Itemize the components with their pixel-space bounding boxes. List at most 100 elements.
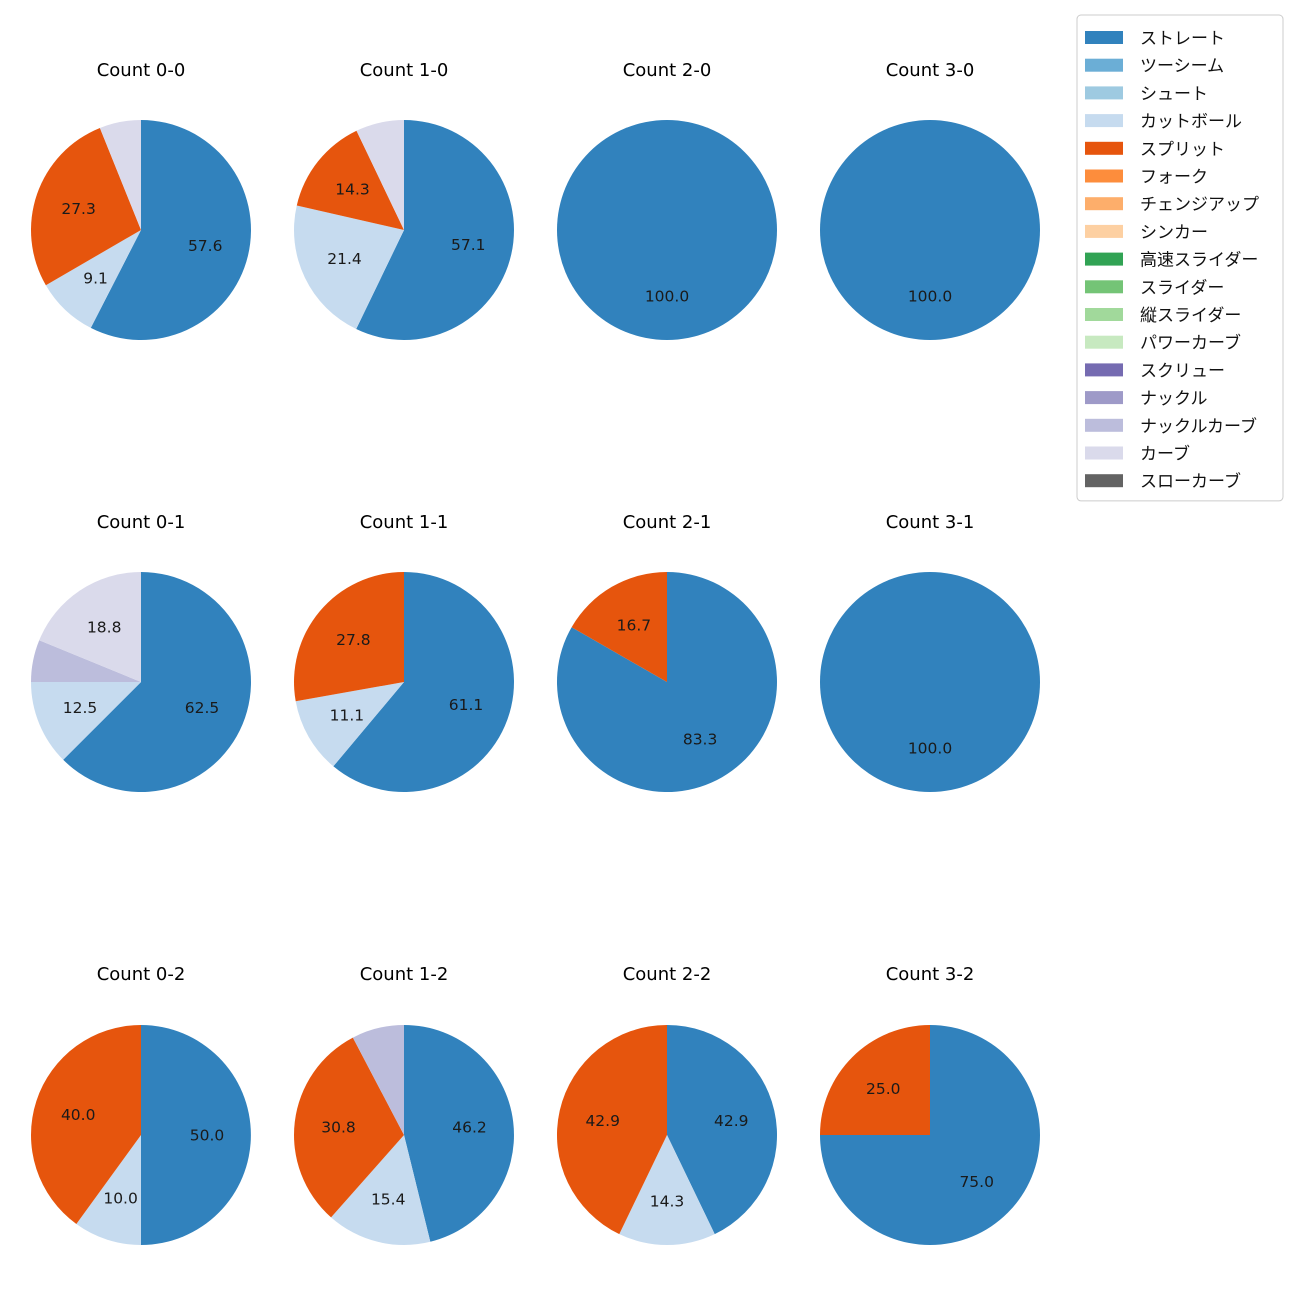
legend-swatch xyxy=(1085,169,1123,183)
pie-slice xyxy=(404,1025,514,1242)
pie-chart: Count 0-0 57.6 9.1 27.3 xyxy=(30,60,251,341)
slice-label: 100.0 xyxy=(645,288,689,306)
pie-chart: Count 3-0 100.0 xyxy=(820,60,1040,340)
pie-slice xyxy=(45,230,141,328)
pie-slice xyxy=(331,1135,431,1245)
legend-label: ストレート xyxy=(1140,29,1225,49)
slice-label: 62.5 xyxy=(185,699,220,717)
legend-label: カットボール xyxy=(1140,112,1242,132)
slice-label: 40.0 xyxy=(61,1106,96,1124)
pie-slice xyxy=(619,1135,715,1246)
pie-slice xyxy=(294,572,404,702)
slice-label: 57.1 xyxy=(451,236,486,254)
legend-swatch xyxy=(1085,308,1123,321)
legend-label: 高速スライダー xyxy=(1140,251,1258,271)
pie-slice xyxy=(352,1025,404,1135)
slice-label: 50.0 xyxy=(190,1127,225,1145)
pie-chart: Count 1-2 46.2 15.4 30.8 xyxy=(293,964,514,1245)
pie-slice xyxy=(556,572,777,792)
pie-slice xyxy=(63,572,252,792)
slice-label: 61.1 xyxy=(449,696,484,714)
legend-label: シュート xyxy=(1140,84,1208,104)
pie-title: Count 3-0 xyxy=(886,60,975,81)
slice-label: 100.0 xyxy=(908,288,952,306)
legend-label: シンカー xyxy=(1140,223,1208,243)
slice-label: 27.3 xyxy=(61,200,96,218)
slice-label: 25.0 xyxy=(866,1080,901,1098)
slice-label: 16.7 xyxy=(617,616,652,634)
pie-slice xyxy=(294,205,404,330)
legend-label: ナックルカーブ xyxy=(1140,416,1257,437)
slice-label: 27.8 xyxy=(336,631,371,649)
pie-title: Count 0-1 xyxy=(97,512,186,533)
pie-slice xyxy=(556,1025,667,1235)
pie-title: Count 2-1 xyxy=(623,512,712,533)
pie-slice xyxy=(141,1025,251,1245)
slice-label: 11.1 xyxy=(330,707,365,725)
pie-slice xyxy=(820,1025,930,1135)
legend-swatch xyxy=(1085,418,1123,432)
pie-chart: Count 3-2 75.0 25.0 xyxy=(820,964,1040,1245)
slice-label: 30.8 xyxy=(321,1119,356,1137)
pie-title: Count 1-0 xyxy=(360,60,449,81)
pie-slice xyxy=(356,120,404,230)
pie-slice xyxy=(90,120,251,341)
pie-slice xyxy=(293,1037,404,1218)
slice-label: 14.3 xyxy=(335,180,370,198)
legend-label: スローカーブ xyxy=(1140,471,1241,492)
legend-label: チェンジアップ xyxy=(1140,195,1259,215)
pie-slice xyxy=(30,127,142,286)
slice-label: 100.0 xyxy=(908,740,952,758)
legend: ストレートツーシームシュートカットボールスプリットフォークチェンジアップシンカー… xyxy=(1076,14,1284,502)
slice-label: 21.4 xyxy=(327,250,362,268)
pie-title: Count 3-1 xyxy=(886,512,975,533)
pie-slice xyxy=(99,120,141,230)
legend-swatch xyxy=(1085,31,1123,44)
pie-slice xyxy=(296,130,404,230)
legend-label: ナックル xyxy=(1140,389,1208,409)
pie-slice xyxy=(820,120,1040,340)
legend-swatch xyxy=(1085,280,1123,294)
pie-chart: Count 2-0 100.0 xyxy=(557,60,777,340)
pie-chart: Count 0-2 50.0 10.0 40.0 xyxy=(30,964,251,1245)
pie-slice xyxy=(820,572,1040,792)
legend-swatch xyxy=(1085,446,1123,460)
pie-chart: Count 3-1 100.0 xyxy=(820,512,1040,792)
slice-label: 42.9 xyxy=(585,1112,620,1130)
slice-label: 12.5 xyxy=(63,699,98,717)
pie-title: Count 1-2 xyxy=(360,964,449,985)
pie-chart: Count 2-2 42.9 14.3 42.9 xyxy=(556,964,778,1246)
pie-title: Count 2-2 xyxy=(623,964,712,985)
pie-slice xyxy=(30,1025,141,1224)
pies-layer: Count 0-0 57.6 9.1 27.3 Count 1-0 57.1 21.4 14.… xyxy=(30,60,1040,1246)
pie-slice xyxy=(31,682,141,760)
legend-swatch xyxy=(1085,363,1123,377)
slice-label: 83.3 xyxy=(683,731,718,749)
legend-label: スクリュー xyxy=(1140,361,1225,381)
legend-swatch xyxy=(1085,474,1123,488)
slice-label: 18.8 xyxy=(87,619,122,637)
legend-label: 縦スライダー xyxy=(1140,306,1241,326)
legend-label: スライダー xyxy=(1140,278,1224,298)
pie-title: Count 0-0 xyxy=(97,60,186,81)
pie-title: Count 2-0 xyxy=(623,60,712,81)
legend-label: フォーク xyxy=(1140,168,1208,188)
legend-label: スプリット xyxy=(1140,140,1225,160)
slice-label: 75.0 xyxy=(959,1173,994,1191)
legend-swatch xyxy=(1085,335,1123,349)
legend-swatch xyxy=(1085,58,1123,72)
legend-swatch xyxy=(1085,252,1123,266)
pie-slice xyxy=(557,120,777,340)
pie-slice xyxy=(295,682,404,767)
pie-slice xyxy=(39,572,141,682)
pie-slice xyxy=(333,572,515,792)
legend-frame xyxy=(1076,14,1284,502)
pie-chart: Count 1-1 61.1 11.1 27.8 xyxy=(294,512,515,792)
legend-swatch xyxy=(1085,114,1123,128)
slice-label: 14.3 xyxy=(650,1193,685,1211)
pie-slice xyxy=(571,572,667,682)
pie-slice xyxy=(356,119,515,340)
legend-swatch xyxy=(1085,197,1123,211)
slice-label: 9.1 xyxy=(83,269,108,287)
